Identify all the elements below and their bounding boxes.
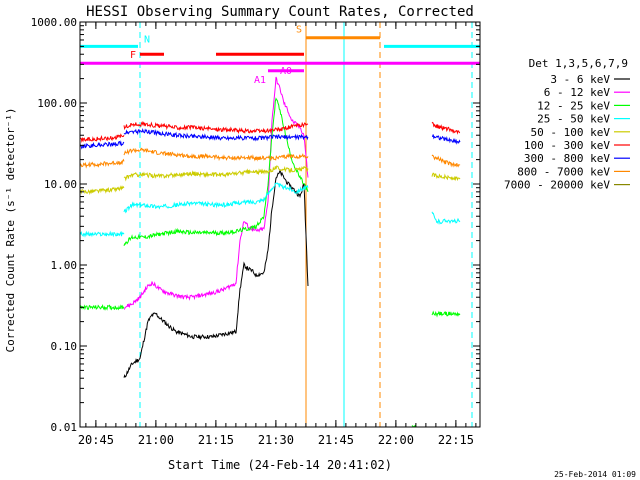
legend-label-6: 300 - 800 keV <box>524 152 610 165</box>
y-axis-label: Corrected Count Rate (s⁻¹ detector⁻¹) <box>4 107 17 352</box>
y-tick-label-2: 1.00 <box>51 259 78 272</box>
series-line-5-2 <box>431 121 461 135</box>
y-tick-label-0: 0.01 <box>51 421 78 434</box>
axes: 0.01 0.10 1.00 10.00 100.00 1000.00 20:45 21:00… <box>31 16 481 447</box>
x-axis-label: Start Time (24-Feb-14 20:41:02) <box>168 458 392 472</box>
y-tick-label-1: 0.10 <box>51 340 78 353</box>
series-line-4-0 <box>80 185 125 196</box>
flag-label-a1: A1 <box>254 75 266 86</box>
series-line-1-0 <box>123 76 309 310</box>
legend-label-8: 7000 - 20000 keV <box>504 179 610 192</box>
series-line-5-1 <box>123 120 309 135</box>
legend-label-4: 50 - 100 keV <box>531 126 611 139</box>
plot-content <box>80 22 480 427</box>
series-line-7-2 <box>431 154 461 168</box>
y-tick-label-4: 100.00 <box>37 97 77 110</box>
series-line-4-2 <box>431 172 461 182</box>
series-line-2-1 <box>123 97 309 247</box>
x-tick-label-0: 20:45 <box>78 433 114 447</box>
plot-frame <box>79 21 481 428</box>
series-line-0-0 <box>123 168 309 378</box>
plot-area: N S F A1 A0 <box>80 22 480 427</box>
legend-label-0: 3 - 6 keV <box>550 73 610 86</box>
flag-label-s: S <box>296 25 302 36</box>
series-line-4-1 <box>123 165 309 182</box>
series-line-6-1 <box>123 128 309 142</box>
x-tick-label-3: 21:30 <box>258 433 294 447</box>
x-tick-label-6: 22:15 <box>438 433 474 447</box>
legend-label-2: 12 - 25 keV <box>537 99 610 112</box>
series-line-2-0 <box>80 303 125 311</box>
flag-label-a0: A0 <box>280 66 292 77</box>
legend-label-7: 800 - 7000 keV <box>517 165 610 178</box>
flag-label-n: N <box>144 34 150 45</box>
footer-date: 25-Feb-2014 01:09 <box>554 470 636 479</box>
series-line-2-2 <box>411 424 417 427</box>
legend-label-5: 100 - 300 keV <box>524 139 610 152</box>
x-tick-label-1: 21:00 <box>138 433 174 447</box>
x-tick-label-2: 21:15 <box>198 433 234 447</box>
series-line-6-0 <box>80 140 125 150</box>
series-line-7-1 <box>123 147 309 162</box>
legend-label-3: 25 - 50 keV <box>537 113 610 126</box>
series-line-7-0 <box>80 158 125 169</box>
y-tick-label-3: 10.00 <box>44 178 77 191</box>
series-line-3-1 <box>123 182 309 214</box>
chart-title: HESSI Observing Summary Count Rates, Cor… <box>86 4 474 20</box>
x-tick-label-5: 22:00 <box>378 433 414 447</box>
legend-label-1: 6 - 12 keV <box>544 86 611 99</box>
flag-label-f: F <box>130 50 136 61</box>
series-line-5-0 <box>80 133 125 143</box>
series-line-3-2 <box>431 211 461 225</box>
series-line-6-2 <box>431 134 461 145</box>
x-tick-label-4: 21:45 <box>318 433 354 447</box>
series-line-2-3 <box>431 310 461 318</box>
legend-title: Det 1,3,5,6,7,9 <box>529 57 628 70</box>
series-line-3-0 <box>80 230 125 238</box>
y-tick-label-5: 1000.00 <box>31 16 77 29</box>
